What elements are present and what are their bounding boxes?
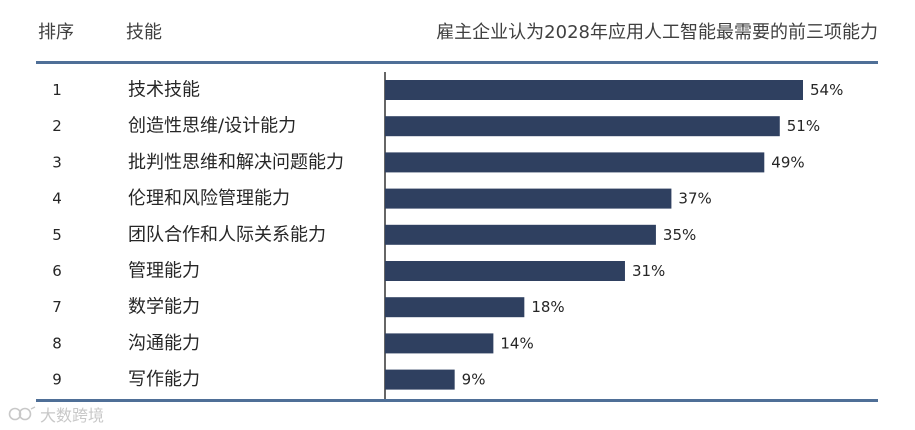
watermark: 大数跨境 — [8, 402, 104, 426]
rank-label: 1 — [52, 81, 62, 99]
category-label: 数学能力 — [128, 297, 200, 318]
top-rule — [36, 61, 878, 64]
bar — [385, 80, 803, 100]
value-label: 37% — [678, 190, 711, 208]
category-label: 管理能力 — [128, 261, 200, 282]
value-label: 49% — [771, 153, 804, 171]
bottom-rule — [36, 399, 878, 402]
rank-column-header: 排序 — [38, 22, 74, 43]
bar — [385, 297, 525, 318]
category-label: 写作能力 — [128, 369, 200, 390]
value-label: 35% — [663, 226, 696, 244]
skill-column-header: 技能 — [126, 22, 162, 43]
value-label: 9% — [462, 371, 486, 389]
value-label: 54% — [810, 81, 843, 99]
category-label: 批判性思维和解决问题能力 — [128, 152, 344, 173]
bar — [385, 369, 455, 390]
value-label: 18% — [531, 298, 564, 316]
category-label: 伦理和风险管理能力 — [128, 188, 290, 209]
chart-title: 雇主企业认为2028年应用人工智能最需要的前三项能力 — [436, 22, 878, 43]
bar — [385, 261, 625, 281]
rank-label: 9 — [52, 371, 62, 389]
bar — [385, 224, 656, 245]
value-label: 14% — [500, 334, 533, 352]
value-label: 31% — [632, 262, 665, 280]
watermark-text: 大数跨境 — [40, 406, 105, 425]
bar — [385, 116, 780, 137]
value-label: 51% — [787, 117, 820, 135]
category-label: 团队合作和人际关系能力 — [128, 224, 326, 245]
rank-label: 2 — [52, 117, 62, 135]
rank-label: 6 — [52, 262, 62, 280]
rank-label: 3 — [52, 153, 62, 171]
category-label: 创造性思维/设计能力 — [128, 116, 296, 137]
rank-label: 4 — [52, 190, 62, 208]
bar — [385, 188, 672, 209]
category-label: 技术技能 — [128, 80, 200, 101]
rank-label: 8 — [52, 334, 62, 352]
bar — [385, 333, 494, 354]
category-label: 沟通能力 — [128, 333, 200, 354]
rank-label: 7 — [52, 298, 62, 316]
rank-label: 5 — [52, 226, 62, 244]
bar — [385, 152, 765, 173]
watermark-logo-icon — [8, 406, 36, 421]
